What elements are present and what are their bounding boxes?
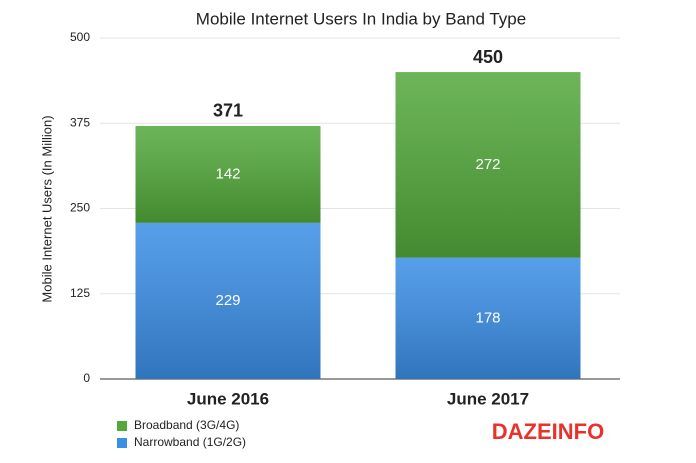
y-tick-label: 125 [70,286,90,300]
legend-label: Broadband (3G/4G) [134,418,239,432]
y-tick-label: 250 [70,201,90,215]
y-axis-label: Mobile Internet Users (In Million) [39,115,54,302]
bar-shade [395,257,581,379]
y-tick-label: 500 [70,30,90,44]
legend-label: Narrowband (1G/2G) [134,435,246,449]
x-tick-label: June 2016 [187,389,269,408]
value-label: 272 [475,156,500,173]
value-label: 229 [215,292,240,309]
total-label: 371 [213,101,243,121]
y-tick-label: 375 [70,115,90,129]
watermark: DAZEINFO [492,419,604,444]
total-label: 450 [473,47,503,67]
bar-shade [135,125,321,223]
legend-swatch [117,421,127,431]
bar-shade [395,72,581,258]
legend-swatch [117,438,127,448]
value-label: 178 [475,309,500,326]
x-tick-label: June 2017 [447,389,529,408]
bar-shade [135,222,321,379]
value-label: 142 [215,165,240,182]
y-tick-label: 0 [83,371,90,385]
chart-title: Mobile Internet Users In India by Band T… [196,9,526,28]
